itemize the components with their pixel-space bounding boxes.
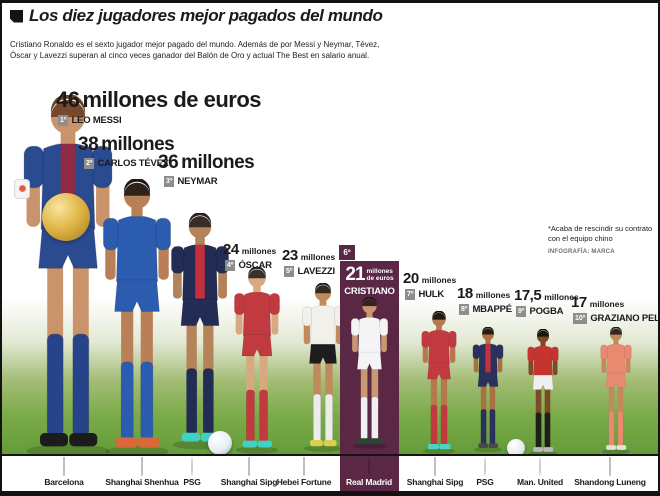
salary-label-hulk: 20 millones 7º HULK bbox=[403, 270, 456, 300]
footnote-line: con el equipo chino bbox=[548, 233, 613, 243]
laliga-badge-icon bbox=[14, 179, 30, 199]
club-cell-barcelona: Barcelona bbox=[25, 457, 103, 487]
salary-label-messi: 46 millones de euros 1º LEO MESSI bbox=[56, 87, 262, 126]
header: Los diez jugadores mejor pagados del mun… bbox=[10, 6, 383, 26]
rank-badge: 7º bbox=[405, 289, 416, 300]
player-name: ÓSCAR bbox=[238, 260, 272, 271]
salary-amount: 36 millones bbox=[158, 152, 255, 173]
club-name: Shandong Luneng bbox=[574, 477, 646, 487]
football-icon bbox=[208, 431, 232, 455]
player-name: HULK bbox=[418, 289, 445, 300]
salary-amount: 46 millones de euros bbox=[56, 87, 262, 112]
club-name: Real Madrid bbox=[346, 477, 392, 487]
club-cell-real-madrid: Real Madrid bbox=[330, 457, 408, 487]
club-cell-psg: PSG bbox=[153, 457, 231, 487]
rank-badge: 8º bbox=[459, 304, 470, 315]
salary-label-tevez: 38 millones 2º CARLOS TÉVEZ* bbox=[78, 134, 175, 169]
intro-line: Óscar y Lavezzi superan al cinco veces g… bbox=[10, 51, 370, 60]
man-united-crest-icon bbox=[539, 457, 541, 476]
infographic-credit: INFOGRAFÍA: MARCA bbox=[548, 249, 615, 255]
club-name: Shanghai Sipg bbox=[220, 477, 278, 487]
club-name: Barcelona bbox=[44, 477, 84, 487]
salary-amount: 23 millones bbox=[282, 247, 336, 264]
player-name: MBAPPÉ bbox=[472, 304, 512, 315]
football-icon bbox=[507, 439, 525, 457]
club-name: Hebei Fortune bbox=[276, 477, 332, 487]
player-figure-cristiano bbox=[342, 297, 397, 450]
salary-label-cristiano: 21 millones de euros CRISTIANO bbox=[340, 261, 399, 297]
club-cell-shanghai-sipg: Shanghai Sipg bbox=[210, 457, 288, 487]
club-name: Shanghai Sipg bbox=[406, 477, 464, 487]
salary-label-oscar: 24 millones 4º ÓSCAR bbox=[223, 241, 276, 271]
salary-amount: 17,5 millones bbox=[514, 287, 579, 304]
club-name: PSG bbox=[183, 477, 201, 487]
player-name: LAVEZZI bbox=[297, 266, 335, 277]
club-bar bbox=[2, 456, 658, 491]
player-name: POGBA bbox=[529, 306, 564, 317]
golden-ball-icon bbox=[42, 193, 90, 241]
salary-amount: 18 millones bbox=[457, 285, 511, 302]
barcelona-crest-icon bbox=[63, 457, 65, 476]
footnote: *Acaba de rescindir su contrato con el e… bbox=[548, 224, 658, 255]
page-title: Los diez jugadores mejor pagados del mun… bbox=[29, 6, 383, 25]
salary-label-neymar: 36 millones 3º NEYMAR bbox=[158, 152, 255, 187]
club-name: Man. United bbox=[517, 477, 563, 487]
club-cell-shanghai-shenhua: Shanghai Shenhua bbox=[103, 457, 181, 487]
salary-amount: 24 millones bbox=[223, 241, 277, 258]
rank-badge: 2º bbox=[84, 158, 95, 169]
hebei-fortune-crest-icon bbox=[303, 457, 305, 476]
club-cell-man-united: Man. United bbox=[501, 457, 579, 487]
rank-badge: 9º bbox=[516, 306, 527, 317]
player-figure-pogba bbox=[510, 329, 576, 457]
salary-amount: 38 millones bbox=[78, 134, 175, 155]
intro-line: Cristiano Ronaldo es el sexto jugador me… bbox=[10, 40, 380, 49]
salary-unit: millones de euros bbox=[366, 268, 394, 282]
salary-amount: 17 millones bbox=[571, 294, 625, 311]
club-name: Shanghai Shenhua bbox=[105, 477, 179, 487]
club-cell-shanghai-sipg-2: Shanghai Sipg bbox=[396, 457, 474, 487]
psg-crest-icon bbox=[191, 457, 193, 476]
rank-badge: 5º bbox=[284, 266, 295, 277]
rank-badge: 1º bbox=[58, 115, 69, 126]
player-name: CRISTIANO bbox=[344, 286, 395, 297]
player-figure-pelle bbox=[578, 327, 654, 455]
shandong-luneng-crest-icon bbox=[609, 457, 611, 476]
salary-label-mbappe: 18 millones 8º MBAPPÉ bbox=[457, 285, 512, 315]
cristiano-highlight-column: 21 millones de euros CRISTIANO bbox=[340, 261, 399, 454]
real-madrid-crest-icon bbox=[368, 457, 370, 476]
club-cell-psg-2: PSG bbox=[446, 457, 524, 487]
club-name: PSG bbox=[476, 477, 494, 487]
divider-line bbox=[2, 454, 658, 456]
shanghai-sipg-crest-icon bbox=[434, 457, 436, 476]
salary-amount: 21 bbox=[345, 264, 365, 285]
rank-badge-cristiano: 6º bbox=[339, 245, 355, 260]
salary-label-pogba: 17,5 millones 9º POGBA bbox=[514, 287, 579, 317]
salary-label-lavezzi: 23 millones 5º LAVEZZI bbox=[282, 247, 335, 277]
player-name: LEO MESSI bbox=[71, 115, 122, 126]
title-bullet-icon bbox=[10, 9, 23, 23]
footnote-line: *Acaba de rescindir su contrato bbox=[548, 224, 653, 233]
player-name: GRAZIANO PELLÉ bbox=[590, 313, 660, 324]
intro-text: Cristiano Ronaldo es el sexto jugador me… bbox=[10, 39, 470, 61]
shanghai-shenhua-crest-icon bbox=[141, 457, 143, 476]
psg-crest-icon bbox=[484, 457, 486, 476]
player-name: NEYMAR bbox=[177, 176, 218, 187]
club-cell-hebei-fortune: Hebei Fortune bbox=[265, 457, 343, 487]
rank-badge: 10º bbox=[573, 313, 588, 324]
rank-badge: 3º bbox=[164, 176, 175, 187]
player-name: CARLOS TÉVEZ* bbox=[97, 158, 172, 169]
salary-amount: 20 millones bbox=[403, 270, 457, 287]
shanghai-sipg-crest-icon bbox=[248, 457, 250, 476]
club-cell-shandong-luneng: Shandong Luneng bbox=[571, 457, 649, 487]
rank-badge: 4º bbox=[225, 260, 236, 271]
